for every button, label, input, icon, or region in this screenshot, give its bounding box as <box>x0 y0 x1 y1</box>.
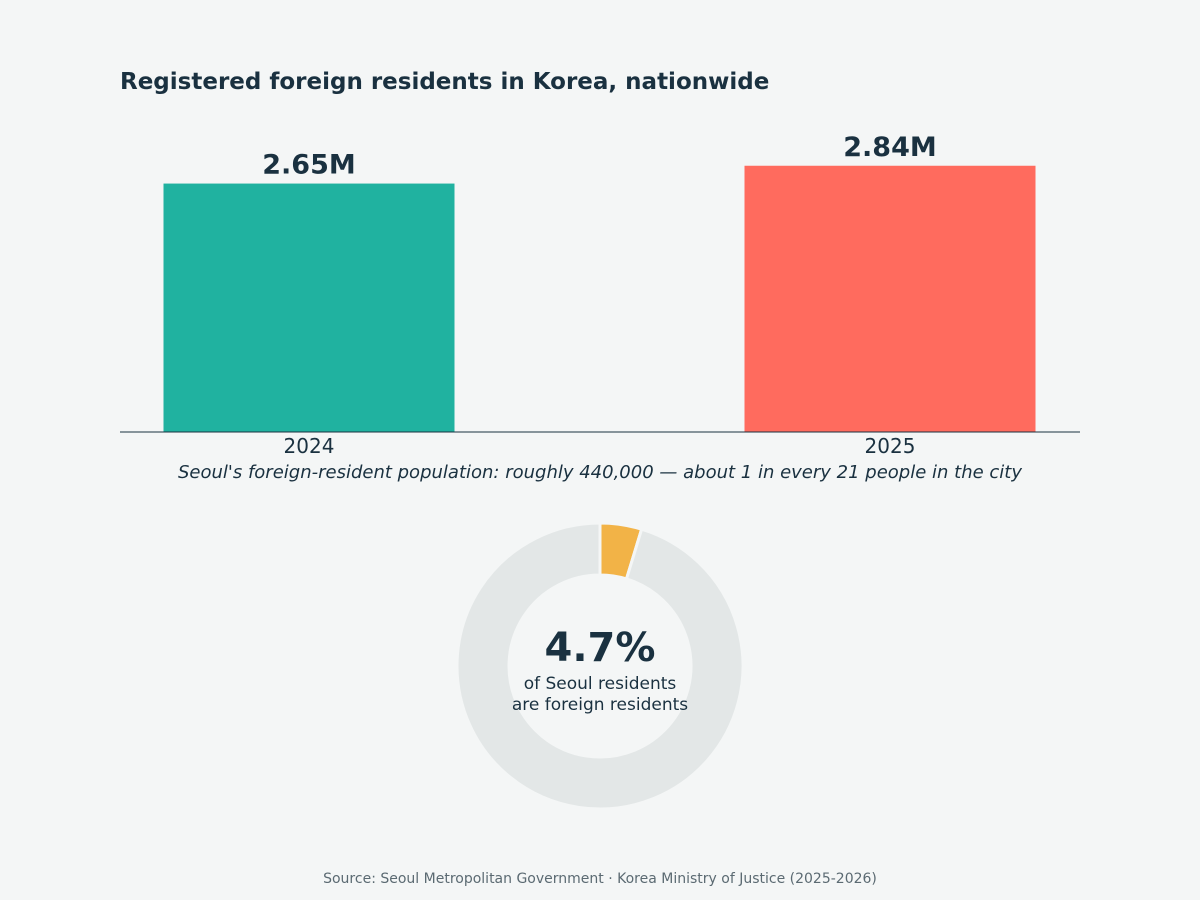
source-note: Source: Seoul Metropolitan Government · … <box>323 871 877 887</box>
bar-value-label-2025: 2.84M <box>843 132 937 163</box>
bars: 2.65M 2024 2.84M 2025 <box>163 132 1036 458</box>
x-tick-label-2025: 2025 <box>865 434 916 458</box>
x-tick-label-2024: 2024 <box>284 434 335 458</box>
bar-chart: Registered foreign residents in Korea, n… <box>120 69 1080 458</box>
bar-chart-title: Registered foreign residents in Korea, n… <box>120 69 769 95</box>
donut-slice-other-residents <box>455 521 745 811</box>
bar-value-label-2024: 2.65M <box>262 150 356 181</box>
donut-center-value: 4.7% <box>545 625 656 671</box>
donut-chart-title: Seoul's foreign-resident population: rou… <box>178 462 1022 483</box>
donut-caption-line-2: are foreign residents <box>512 695 688 715</box>
donut-caption-line-1: of Seoul residents <box>524 674 677 694</box>
bar-2025 <box>744 165 1036 432</box>
bar-2024 <box>163 183 455 432</box>
donut-slices <box>455 521 745 811</box>
donut-chart: Seoul's foreign-resident population: rou… <box>178 462 1022 811</box>
